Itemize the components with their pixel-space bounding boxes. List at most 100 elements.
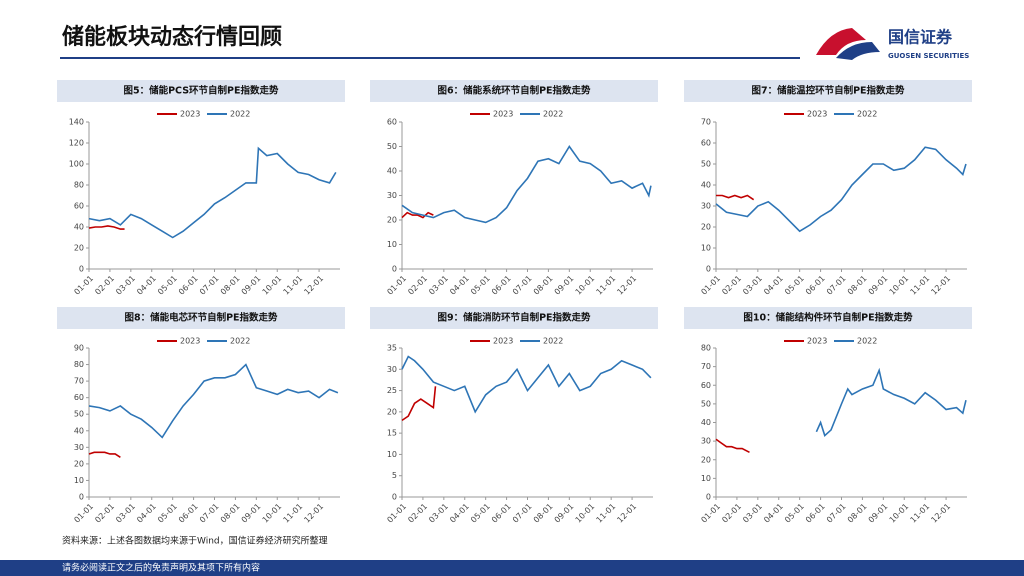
x-tick-label: 11-01 (282, 274, 305, 297)
x-tick-label: 07-01 (511, 274, 534, 297)
y-tick-label: 80 (74, 360, 84, 369)
y-tick-label: 20 (74, 459, 84, 468)
x-tick-label: 04-01 (448, 274, 471, 297)
legend-label: 2022 (543, 110, 563, 119)
legend-label: 2023 (180, 110, 200, 119)
x-tick-label: 05-01 (469, 502, 492, 525)
source: 资料来源：上述各图数据均来源于Wind，国信证券经济研究所整理 (62, 535, 328, 547)
x-tick-label: 09-01 (240, 274, 263, 297)
y-tick-label: 0 (392, 493, 397, 502)
series-line (401, 211, 434, 219)
logo-red (816, 28, 866, 55)
x-tick-label: 06-01 (804, 502, 827, 525)
x-tick-label: 11-01 (909, 502, 932, 525)
y-tick-label: 30 (387, 365, 397, 374)
y-tick-label: 35 (387, 344, 397, 353)
y-tick-label: 10 (74, 476, 84, 485)
x-tick-label: 03-01 (741, 502, 764, 525)
y-tick-label: 60 (74, 393, 84, 402)
x-tick-label: 01-01 (699, 502, 722, 525)
x-tick-label: 11-01 (282, 502, 305, 525)
y-tick-label: 40 (387, 167, 397, 176)
y-tick-label: 80 (701, 344, 711, 353)
x-tick-label: 07-01 (511, 502, 534, 525)
y-tick-label: 50 (701, 160, 711, 169)
x-tick-label: 12-01 (929, 502, 952, 525)
x-tick-label: 03-01 (114, 274, 137, 297)
x-tick-label: 09-01 (867, 502, 890, 525)
x-tick-label: 05-01 (469, 274, 492, 297)
y-tick-label: 20 (74, 244, 84, 253)
x-tick-label: 11-01 (909, 274, 932, 297)
x-tick-label: 09-01 (867, 274, 890, 297)
x-tick-label: 12-01 (929, 274, 952, 297)
slide-title: 储能板块动态行情回顾 (62, 24, 282, 50)
x-tick-label: 01-01 (385, 274, 408, 297)
chart-title: 图9：储能消防环节自制PE指数走势 (437, 312, 591, 324)
x-tick-label: 05-01 (783, 274, 806, 297)
x-tick-label: 06-01 (490, 502, 513, 525)
x-tick-label: 01-01 (72, 502, 95, 525)
x-tick-label: 07-01 (825, 274, 848, 297)
y-tick-label: 20 (387, 216, 397, 225)
x-tick-label: 10-01 (261, 274, 284, 297)
y-tick-label: 0 (706, 493, 711, 502)
x-tick-label: 04-01 (135, 502, 158, 525)
y-tick-label: 30 (387, 191, 397, 200)
y-tick-label: 30 (701, 202, 711, 211)
chart-title-bar (684, 307, 972, 329)
chart-title-bar (684, 80, 972, 102)
x-tick-label: 02-01 (93, 274, 116, 297)
y-tick-label: 20 (387, 407, 397, 416)
y-tick-label: 60 (701, 139, 711, 148)
x-tick-label: 02-01 (720, 274, 743, 297)
chart-title-bar (57, 307, 345, 329)
x-tick-label: 11-01 (595, 502, 618, 525)
x-tick-label: 02-01 (720, 502, 743, 525)
y-tick-label: 0 (79, 493, 84, 502)
x-tick-label: 01-01 (72, 274, 95, 297)
legend-label: 2023 (493, 110, 513, 119)
y-tick-label: 40 (74, 426, 84, 435)
chart-title: 图5：储能PCS环节自制PE指数走势 (123, 85, 279, 97)
x-tick-label: 08-01 (846, 274, 869, 297)
legend-label: 2022 (543, 337, 563, 346)
x-tick-label: 06-01 (177, 274, 200, 297)
chart-title: 图8：储能电芯环节自制PE指数走势 (124, 312, 278, 324)
x-tick-label: 02-01 (93, 502, 116, 525)
y-tick-label: 90 (74, 344, 84, 353)
x-tick-label: 01-01 (385, 502, 408, 525)
y-tick-label: 10 (387, 450, 397, 459)
y-tick-label: 50 (74, 410, 84, 419)
x-tick-label: 06-01 (804, 274, 827, 297)
x-tick-label: 03-01 (114, 502, 137, 525)
y-tick-label: 120 (69, 139, 84, 148)
series-line (715, 438, 750, 454)
series-line (88, 451, 121, 458)
chart-title: 图7：储能温控环节自制PE指数走势 (751, 85, 905, 97)
x-tick-label: 12-01 (302, 274, 325, 297)
y-tick-label: 30 (701, 437, 711, 446)
legend-label: 2022 (857, 337, 877, 346)
legend-label: 2022 (230, 110, 250, 119)
logo-cn: 国信证券 (888, 28, 953, 47)
x-tick-label: 09-01 (553, 502, 576, 525)
x-tick-label: 04-01 (762, 274, 785, 297)
series-line (401, 386, 437, 422)
x-tick-label: 08-01 (219, 502, 242, 525)
x-tick-label: 07-01 (198, 502, 221, 525)
x-tick-label: 12-01 (302, 502, 325, 525)
y-tick-label: 30 (74, 443, 84, 452)
y-tick-label: 100 (69, 160, 84, 169)
y-tick-label: 0 (706, 265, 711, 274)
chart-title-bar (57, 80, 345, 102)
y-tick-label: 70 (74, 377, 84, 386)
series-line (401, 355, 652, 414)
x-tick-label: 08-01 (846, 502, 869, 525)
x-tick-label: 07-01 (825, 502, 848, 525)
y-tick-label: 70 (701, 118, 711, 127)
y-tick-label: 20 (701, 223, 711, 232)
x-tick-label: 10-01 (574, 274, 597, 297)
y-tick-label: 140 (69, 118, 84, 127)
